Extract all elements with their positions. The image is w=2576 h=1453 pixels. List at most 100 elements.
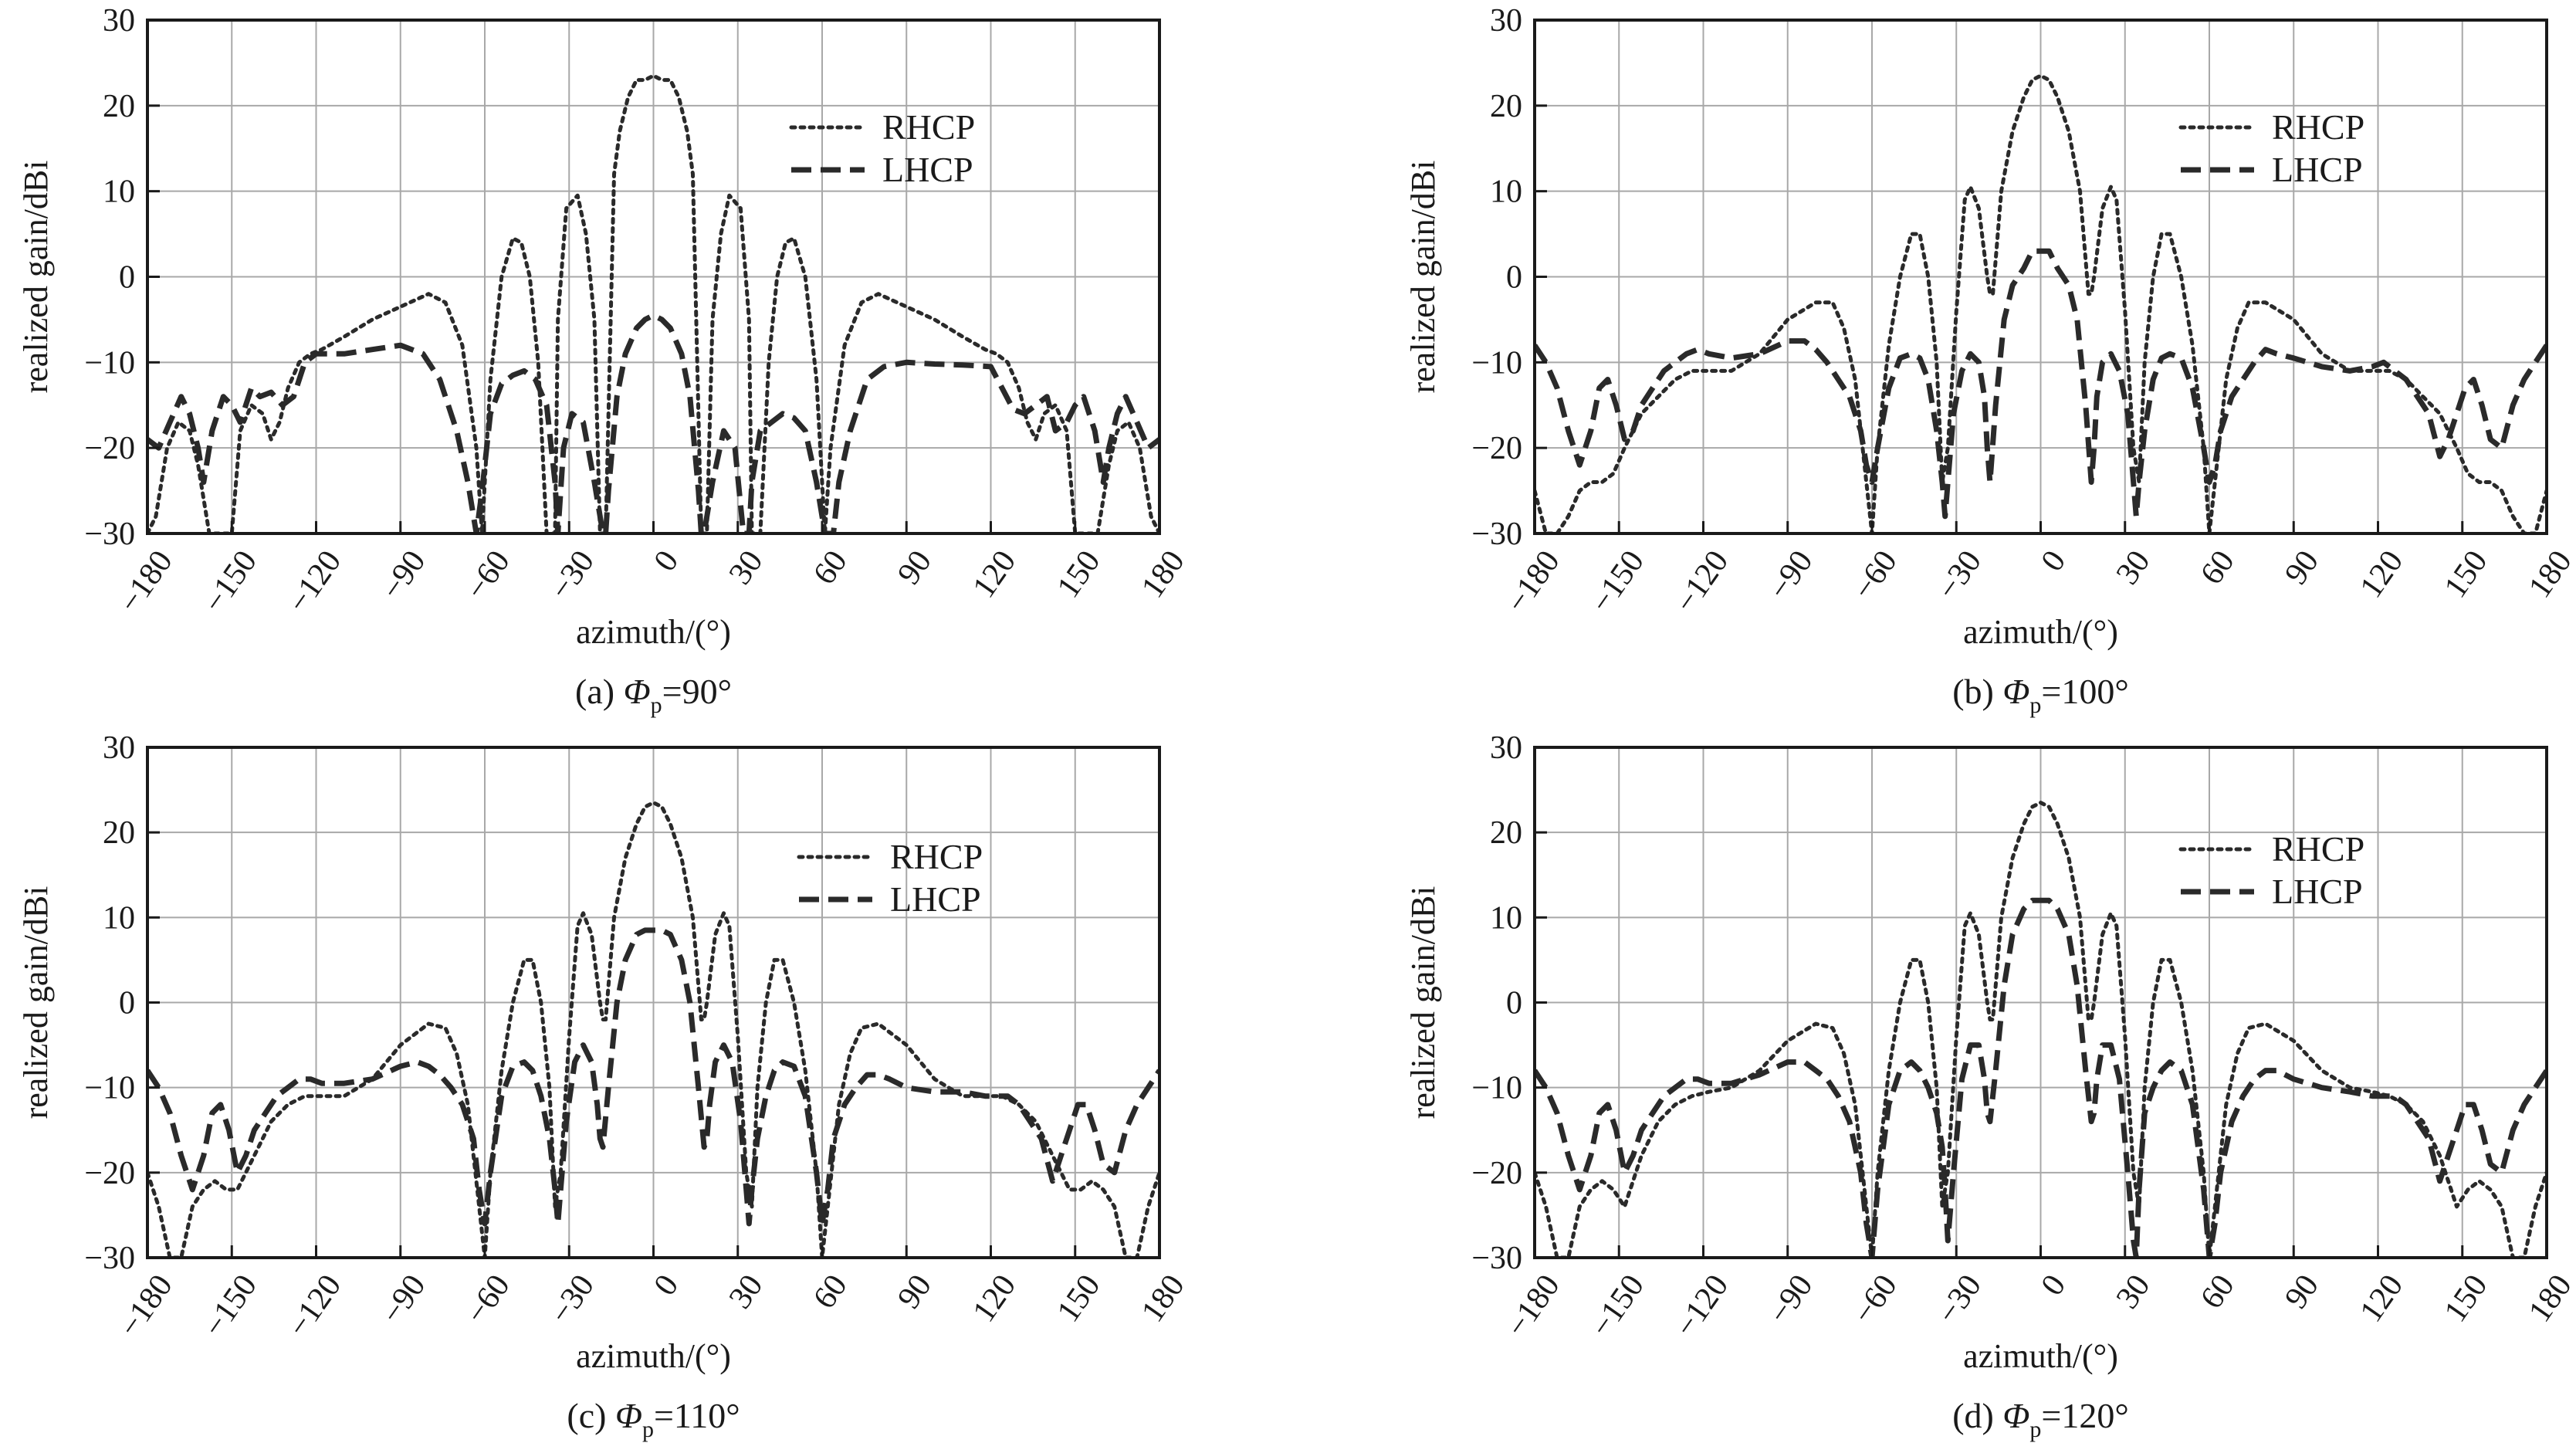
x-tick-label: 180 xyxy=(2522,1268,2576,1329)
panel-caption: (b) Φp=100° xyxy=(1952,672,2129,718)
series-line-rhcp xyxy=(147,73,1159,533)
legend-label-rhcp: RHCP xyxy=(882,107,975,147)
panel-b: −30 −20 −10 0 10 20 30 −180 −150 −120 −90 −60 −30 0 30… xyxy=(1404,3,2576,718)
x-tick-label: −90 xyxy=(374,544,432,606)
x-axis-label: azimuth/(°) xyxy=(1963,1337,2118,1375)
caption-phi-subscript: p xyxy=(651,693,662,718)
x-tick-label: 180 xyxy=(2522,544,2576,605)
x-tick-label: 180 xyxy=(1135,544,1192,605)
x-axis-label: azimuth/(°) xyxy=(1963,613,2118,651)
legend-label-rhcp: RHCP xyxy=(2272,107,2364,147)
y-tick-label: 10 xyxy=(103,900,135,936)
x-tick-label: −30 xyxy=(543,544,601,606)
panel-caption: (c) Φp=110° xyxy=(567,1396,740,1442)
series-line-lhcp xyxy=(147,927,1159,1227)
x-tick-label: 150 xyxy=(2438,544,2495,605)
x-tick-label: −180 xyxy=(1499,544,1566,619)
x-tick-label: 90 xyxy=(891,1268,939,1316)
series-line-lhcp xyxy=(1535,897,2547,1258)
x-tick-label: −120 xyxy=(281,544,348,619)
caption-phi-subscript: p xyxy=(642,1417,654,1442)
y-tick-label: −10 xyxy=(1471,1071,1522,1106)
y-tick-label: −20 xyxy=(84,431,135,466)
y-tick-label: 30 xyxy=(1490,3,1522,39)
caption-value: =100° xyxy=(2041,672,2128,711)
x-tick-label: 30 xyxy=(2110,1268,2158,1316)
caption-prefix: (c) xyxy=(567,1396,615,1435)
x-tick-label: 90 xyxy=(891,544,939,591)
x-tick-label: −150 xyxy=(1584,1268,1651,1343)
y-tick-label: 0 xyxy=(1506,986,1522,1021)
caption-phi-subscript: p xyxy=(2029,1417,2041,1442)
y-axis-label: realized gain/dBi xyxy=(17,886,55,1119)
x-tick-label: 120 xyxy=(2353,1268,2410,1329)
legend-label-lhcp: LHCP xyxy=(882,150,973,189)
x-tick-label: 150 xyxy=(1051,544,1108,605)
y-tick-label: 20 xyxy=(103,89,135,124)
caption-phi-symbol: Φ xyxy=(624,672,651,711)
y-tick-label: 10 xyxy=(1490,174,1522,210)
x-tick-label: −150 xyxy=(1584,544,1651,619)
x-tick-label: −60 xyxy=(1846,544,1904,606)
x-tick-label: 0 xyxy=(2035,544,2073,578)
x-tick-label: 120 xyxy=(2353,544,2410,605)
legend-label-lhcp: LHCP xyxy=(2272,150,2363,189)
legend-label-rhcp: RHCP xyxy=(2272,829,2364,869)
x-tick-label: −30 xyxy=(543,1268,601,1330)
x-tick-label: 60 xyxy=(807,544,855,591)
y-tick-label: 20 xyxy=(1490,815,1522,851)
x-axis-label: azimuth/(°) xyxy=(576,613,731,651)
y-tick-label: −10 xyxy=(84,345,135,381)
x-tick-label: 0 xyxy=(2035,1268,2073,1302)
legend-label-lhcp: LHCP xyxy=(2272,872,2363,911)
panel-a: −30 −20 −10 0 10 20 30 −180 −150 −120 −90 −60 −30 0 30… xyxy=(17,3,1192,718)
panel-c: −30 −20 −10 0 10 20 30 −180 −150 −120 −90 −60 −30 0 30… xyxy=(17,730,1192,1442)
caption-prefix: (a) xyxy=(575,672,624,711)
caption-phi-symbol: Φ xyxy=(615,1396,642,1435)
caption-value: =110° xyxy=(654,1396,740,1435)
x-tick-label: 30 xyxy=(723,544,770,591)
x-tick-label: −60 xyxy=(459,544,516,606)
x-tick-label: −180 xyxy=(1499,1268,1566,1343)
x-tick-label: −30 xyxy=(1931,544,1989,606)
series-line-rhcp xyxy=(1535,73,2547,533)
x-tick-label: −30 xyxy=(1931,1268,1989,1330)
y-tick-label: 30 xyxy=(1490,730,1522,766)
y-tick-label: 0 xyxy=(1506,260,1522,296)
y-tick-label: −30 xyxy=(84,517,135,552)
series-line-lhcp xyxy=(147,312,1159,533)
y-tick-label: −20 xyxy=(1471,431,1522,466)
x-tick-label: 120 xyxy=(966,544,1023,605)
y-tick-label: 20 xyxy=(103,815,135,851)
y-tick-label: −30 xyxy=(1471,517,1522,552)
y-tick-label: 0 xyxy=(119,986,135,1021)
x-tick-label: −120 xyxy=(281,1268,348,1343)
x-tick-label: −90 xyxy=(374,1268,432,1330)
x-tick-label: 60 xyxy=(2194,544,2242,591)
x-tick-label: −120 xyxy=(1668,1268,1735,1343)
y-tick-label: 30 xyxy=(103,3,135,39)
x-tick-label: −90 xyxy=(1762,544,1819,606)
caption-prefix: (d) xyxy=(1952,1396,2002,1435)
y-tick-label: −30 xyxy=(84,1241,135,1276)
panel-caption: (a) Φp=90° xyxy=(575,672,732,718)
y-tick-label: −10 xyxy=(84,1071,135,1106)
series-line-lhcp xyxy=(1535,248,2547,520)
legend-label-lhcp: LHCP xyxy=(890,879,981,919)
y-tick-label: 30 xyxy=(103,730,135,766)
y-axis-label: realized gain/dBi xyxy=(1404,161,1442,394)
y-tick-label: 20 xyxy=(1490,89,1522,124)
y-tick-label: 0 xyxy=(119,260,135,296)
x-tick-label: 120 xyxy=(966,1268,1023,1329)
x-tick-label: −180 xyxy=(112,1268,179,1343)
y-tick-label: −30 xyxy=(1471,1241,1522,1276)
caption-phi-symbol: Φ xyxy=(2002,1396,2029,1435)
x-tick-label: 30 xyxy=(723,1268,770,1316)
y-axis-label: realized gain/dBi xyxy=(17,161,55,394)
caption-phi-subscript: p xyxy=(2029,693,2041,718)
x-tick-label: −120 xyxy=(1668,544,1735,619)
